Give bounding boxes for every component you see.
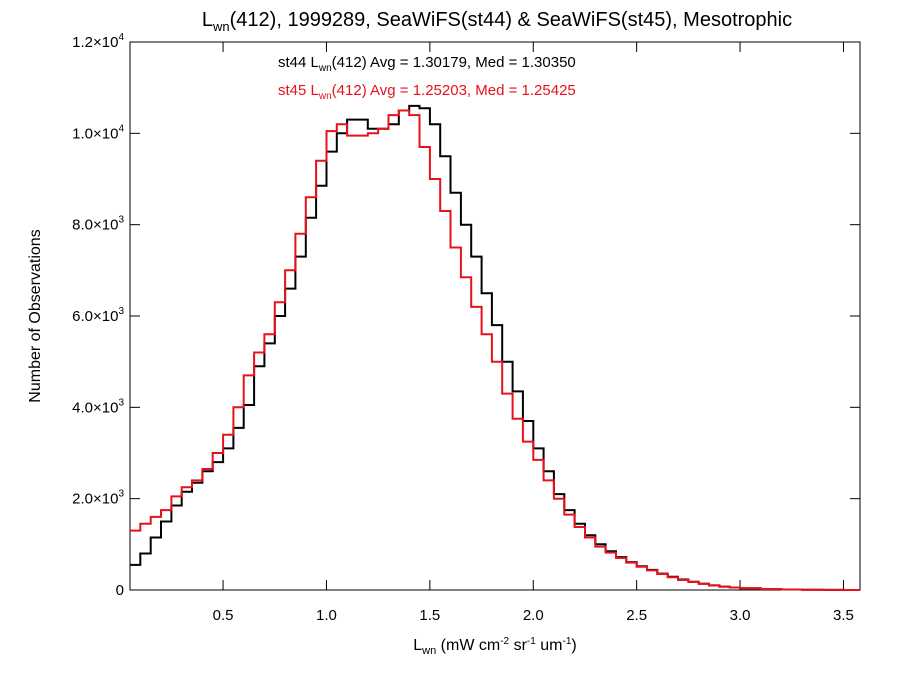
chart-title-subscript: wn bbox=[212, 19, 230, 34]
y-tick-label: 1.0×104 bbox=[72, 123, 124, 142]
x-tick-label: 1.5 bbox=[419, 607, 440, 624]
x-tick-label: 2.5 bbox=[626, 607, 647, 624]
chart-title-suffix: (412), 1999289, SeaWiFS(st44) & SeaWiFS(… bbox=[230, 9, 792, 31]
series-lines bbox=[130, 104, 860, 591]
y-tick-label: 8.0×103 bbox=[72, 215, 124, 234]
series-line-st45 bbox=[130, 109, 860, 591]
x-tick-label: 3.5 bbox=[833, 607, 854, 624]
axis-ticks: 0.5 1.0 1.5 2.0 2.5 3.0 3.5 0 2.0×103 4.0×103 6.0×… bbox=[72, 32, 860, 624]
y-tick-label: 1.2×104 bbox=[72, 32, 124, 51]
legend-st44-sub: wn bbox=[318, 63, 332, 74]
legend-st45-post: (412) Avg = 1.25203, Med = 1.25425 bbox=[332, 82, 576, 99]
x-tick-label: 0.5 bbox=[213, 607, 234, 624]
chart-title-prefix: L bbox=[202, 9, 213, 31]
y-tick-label: 0 bbox=[116, 582, 124, 599]
y-axis-label: Number of Observations bbox=[27, 229, 44, 402]
x-tick-label: 2.0 bbox=[523, 607, 544, 624]
x-tick-label: 3.0 bbox=[730, 607, 751, 624]
y-tick-label: 2.0×103 bbox=[72, 489, 124, 508]
y-tick-label: 4.0×103 bbox=[72, 397, 124, 416]
legend-annotation-st44: st44 Lwn(412) Avg = 1.30179, Med = 1.303… bbox=[278, 54, 576, 74]
series-line-st44 bbox=[130, 104, 860, 591]
legend-st45-pre: st45 L bbox=[278, 82, 319, 99]
chart-title: Lwn(412), 1999289, SeaWiFS(st44) & SeaWi… bbox=[202, 9, 792, 34]
x-tick-label: 1.0 bbox=[316, 607, 337, 624]
y-tick-label: 6.0×103 bbox=[72, 306, 124, 325]
legend-st44-post: (412) Avg = 1.30179, Med = 1.30350 bbox=[332, 54, 576, 71]
x-axis-label: Lwn (mW cm-2 sr-1 um-1) bbox=[413, 636, 576, 657]
legend-st45-sub: wn bbox=[318, 91, 332, 102]
legend-st44-pre: st44 L bbox=[278, 54, 319, 71]
plot-frame bbox=[129, 41, 861, 591]
legend-annotation-st45: st45 Lwn(412) Avg = 1.25203, Med = 1.254… bbox=[278, 82, 576, 102]
